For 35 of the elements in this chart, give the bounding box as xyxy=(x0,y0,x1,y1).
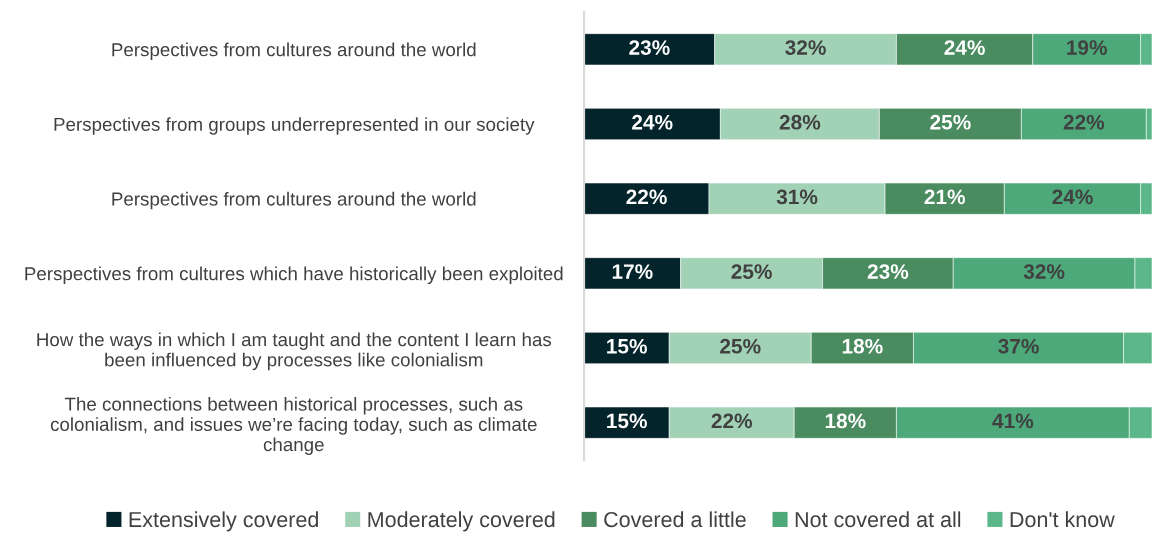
data-label: 31% xyxy=(776,189,818,205)
data-label: 18% xyxy=(825,413,866,429)
data-label: 19% xyxy=(1067,40,1107,55)
data-label: 21% xyxy=(924,189,965,205)
data-label: 25% xyxy=(731,264,772,279)
legend-label: Covered a little xyxy=(604,511,746,528)
data-label: 24% xyxy=(1052,189,1093,205)
y-tick-label: Perspectives from groups underrepresented in our society xyxy=(54,117,535,135)
data-label: 22% xyxy=(711,413,753,429)
data-label: 23% xyxy=(867,264,909,279)
data-label: 17% xyxy=(612,264,653,279)
y-tick-label: Perspectives from cultures around the world xyxy=(112,42,476,61)
y-tick-label: The connections between historical processes, such as colonialism, and issues we’re facing today, such as climate change xyxy=(50,397,537,455)
legend-label: Don't know xyxy=(1010,511,1115,528)
data-label: 25% xyxy=(930,114,971,130)
data-label: 32% xyxy=(1023,264,1065,279)
y-tick-label: How the ways in which I am taught and the content I learn has been influenced by processes like colonialism xyxy=(37,332,552,371)
data-label: 23% xyxy=(629,40,670,55)
data-label: 37% xyxy=(998,338,1039,354)
data-label: 15% xyxy=(607,413,647,429)
data-label: 18% xyxy=(842,338,883,354)
data-label: 15% xyxy=(607,338,647,354)
data-label: 22% xyxy=(1063,114,1105,130)
data-label: 24% xyxy=(632,114,673,130)
legend-label: Not covered at all xyxy=(795,511,961,528)
y-tick-label: Perspectives from cultures which have historically been exploited xyxy=(25,266,563,285)
data-label: 24% xyxy=(944,40,985,55)
legend-label: Moderately covered xyxy=(368,511,555,532)
y-tick-label: Perspectives from cultures around the world xyxy=(112,191,476,210)
data-label: 25% xyxy=(720,338,761,354)
data-label: 32% xyxy=(785,40,826,55)
data-label: 41% xyxy=(992,413,1034,429)
data-label: 28% xyxy=(779,114,821,130)
legend-label: Extensively covered xyxy=(129,511,318,532)
data-label: 22% xyxy=(626,189,667,205)
